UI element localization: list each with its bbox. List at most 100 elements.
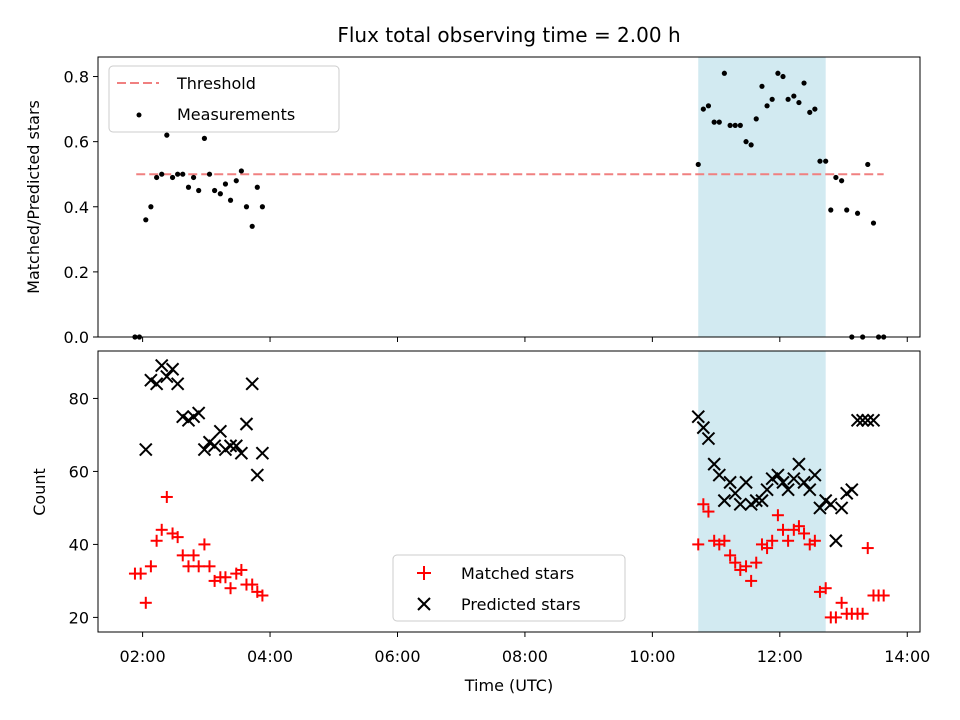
top-shaded-interval xyxy=(698,57,826,337)
x-tick-label: 06:00 xyxy=(374,647,420,666)
matched-star-marker xyxy=(139,596,152,609)
x-tick-label: 04:00 xyxy=(247,647,293,666)
legend-predicted-swatch xyxy=(417,597,431,611)
predicted-star-marker xyxy=(776,475,790,490)
measurement-point xyxy=(217,191,223,197)
bottom-legend-box xyxy=(392,554,626,622)
measurement-point xyxy=(854,210,861,216)
bottom-x-ticks: 02:00 04:00 06:00 08:00 10:00 12:00 14:00 xyxy=(120,632,930,666)
legend-predicted-label: Predicted stars xyxy=(461,595,581,614)
predicted-star-marker xyxy=(229,439,243,453)
predicted-star-marker xyxy=(829,534,843,548)
matched-star-marker xyxy=(745,574,758,587)
x-tick-label: 02:00 xyxy=(120,647,166,666)
predicted-star-marker xyxy=(691,409,705,424)
x-tick-label: 08:00 xyxy=(502,647,548,666)
matched-star-marker xyxy=(761,542,774,555)
measurement-point xyxy=(249,223,255,229)
measurement-point xyxy=(865,161,871,168)
measurement-point xyxy=(775,70,781,76)
predicted-star-marker xyxy=(712,468,726,482)
bottom-y-ticks: 20 40 60 80 xyxy=(69,389,98,627)
predicted-star-marker xyxy=(717,493,732,508)
measurement-point xyxy=(828,207,834,213)
measurement-point xyxy=(238,168,244,174)
measurement-point xyxy=(732,122,738,128)
matched-star-marker xyxy=(150,534,163,547)
measurement-point xyxy=(711,119,717,125)
measurement-point xyxy=(154,174,160,181)
predicted-star-marker xyxy=(723,475,737,490)
matched-star-marker xyxy=(224,582,237,595)
predicted-star-marker xyxy=(781,482,795,497)
measurement-point xyxy=(206,171,213,177)
matched-star-marker xyxy=(835,596,848,609)
predicted-star-marker xyxy=(760,482,774,497)
measurement-point xyxy=(716,119,722,125)
matched-star-marker xyxy=(702,505,715,518)
matched-star-marker xyxy=(808,534,821,547)
predicted-star-marker xyxy=(170,377,185,391)
predicted-star-marker xyxy=(755,493,769,508)
legend-matched-swatch xyxy=(417,566,431,580)
bottom-y-tick-label: 80 xyxy=(69,389,89,408)
predicted-star-marker xyxy=(245,377,259,391)
chart-title: Flux total observing time = 2.00 h xyxy=(337,23,680,47)
x-tick-label: 14:00 xyxy=(884,647,930,666)
measurement-point xyxy=(254,184,260,190)
predicted-star-marker xyxy=(792,457,806,471)
predicted-star-marker xyxy=(160,369,174,384)
measurement-point xyxy=(148,204,154,210)
measurement-point xyxy=(243,204,250,210)
legend-matched-label: Matched stars xyxy=(461,564,574,583)
predicted-star-marker xyxy=(696,420,711,435)
predicted-star-marker xyxy=(139,442,153,457)
measurement-point xyxy=(259,204,265,210)
bottom-shaded-interval xyxy=(698,351,826,632)
predicted-star-marker xyxy=(739,475,753,490)
measurement-point xyxy=(227,197,234,203)
predicted-star-marker xyxy=(165,362,180,376)
measurement-point xyxy=(785,96,791,102)
top-y-tick-label: 0.8 xyxy=(64,68,89,87)
matched-star-marker xyxy=(171,531,184,544)
measurement-point xyxy=(721,70,727,76)
matched-star-marker xyxy=(750,556,763,569)
measurement-point xyxy=(705,103,712,109)
measurement-point xyxy=(196,187,202,194)
predicted-star-marker xyxy=(824,497,838,511)
matched-star-marker xyxy=(182,560,195,573)
measurement-point xyxy=(759,83,765,89)
measurement-point xyxy=(753,116,759,122)
matched-star-marker xyxy=(176,549,189,562)
matched-star-marker xyxy=(861,542,874,555)
predicted-star-markers xyxy=(139,358,881,548)
measurement-point xyxy=(833,174,839,181)
matched-star-marker xyxy=(724,549,737,562)
predicted-star-marker xyxy=(749,493,763,508)
bottom-y-axis-label: Count xyxy=(30,468,49,516)
bottom-y-tick-label: 20 xyxy=(69,608,89,627)
predicted-star-marker xyxy=(250,468,265,482)
measurement-point xyxy=(695,161,701,168)
matched-star-marker xyxy=(692,538,705,551)
top-legend: Threshold Measurements xyxy=(108,65,340,133)
matched-star-marker xyxy=(766,534,779,547)
predicted-star-marker xyxy=(803,482,817,497)
matched-star-marker xyxy=(192,560,205,573)
matched-star-marker xyxy=(256,589,269,602)
matched-star-marker xyxy=(771,509,784,522)
matched-star-marker xyxy=(134,567,147,580)
measurement-point xyxy=(791,93,797,99)
measurement-point xyxy=(700,106,706,112)
measurement-point xyxy=(201,135,208,141)
measurement-points xyxy=(132,70,887,340)
bottom-y-tick-label: 60 xyxy=(69,462,89,481)
measurement-point xyxy=(807,109,813,115)
predicted-star-marker xyxy=(850,413,865,428)
matched-star-marker xyxy=(829,611,842,624)
legend-measurements-label: Measurements xyxy=(177,105,295,124)
matched-star-marker xyxy=(160,490,173,503)
predicted-star-marker xyxy=(855,413,870,428)
predicted-star-marker xyxy=(207,439,222,453)
